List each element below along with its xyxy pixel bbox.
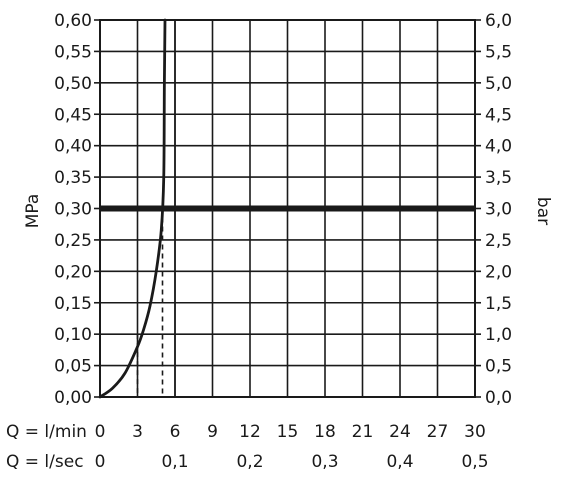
y-tick-label-right: 5,5	[485, 42, 512, 62]
y-tick-label-left: 0,25	[54, 231, 92, 251]
x-tick-label-lmin: 12	[239, 422, 261, 442]
y-tick-label-right: 4,0	[485, 137, 512, 157]
x-tick-label-lmin: 24	[389, 422, 411, 442]
x-tick-label-lmin: 15	[277, 422, 299, 442]
y-tick-label-left: 0,45	[54, 105, 92, 125]
y-axis-label-right: bar	[533, 197, 553, 225]
y-tick-label-left: 0,35	[54, 168, 92, 188]
y-tick-label-left: 0,50	[54, 74, 92, 94]
curve-group	[98, 18, 167, 399]
y-tick-label-left: 0,40	[54, 137, 92, 157]
x-tick-label-lsec: 0	[95, 452, 106, 472]
x-tick-label-lmin: 0	[95, 422, 106, 442]
y-tick-labels-left: 0,00 0,05 0,10 0,15 0,20 0,25 0,30 0,35 0,40 0,45…	[54, 11, 92, 408]
y-tick-label-right: 6,0	[485, 11, 512, 31]
y-tick-label-right: 1,5	[485, 294, 512, 314]
plot-border	[99, 19, 476, 398]
y-axis-label-left: MPa	[23, 194, 43, 229]
x-tick-label-lsec: 0,5	[461, 452, 488, 472]
y-tick-label-left: 0,10	[54, 325, 92, 345]
x-tick-label-lsec: 0,4	[386, 452, 413, 472]
y-tick-label-left: 0,55	[54, 42, 92, 62]
y-tick-label-right: 0,5	[485, 357, 512, 377]
x-tick-labels-lmin: 0 3 6 9 12 15 18 21 24 27 30	[95, 422, 486, 442]
pressure-curve	[98, 18, 167, 399]
y-tick-label-right: 1,0	[485, 325, 512, 345]
x-tick-labels-lsec: 0 0,1 0,2 0,3 0,4 0,5	[95, 452, 489, 472]
x-axis-label-lsec: Q = l/sec	[6, 452, 84, 472]
x-tick-label-lmin: 30	[464, 422, 486, 442]
x-tick-label-lsec: 0,2	[236, 452, 263, 472]
y-tick-label-left: 0,05	[54, 357, 92, 377]
x-tick-label-lmin: 21	[352, 422, 374, 442]
y-tick-label-right: 3,0	[485, 200, 512, 220]
y-tick-label-right: 0,0	[485, 388, 512, 408]
x-tick-label-lmin: 18	[314, 422, 336, 442]
x-axis-label-lmin: Q = l/min	[6, 422, 87, 442]
y-tick-label-right: 3,5	[485, 168, 512, 188]
x-tick-label-lmin: 3	[132, 422, 143, 442]
y-tick-label-left: 0,20	[54, 262, 92, 282]
y-tick-labels-right: 0,0 0,5 1,0 1,5 2,0 2,5 3,0 3,5 4,0 4,5 5,0 5,5 6,0	[485, 11, 512, 408]
y-tick-label-right: 5,0	[485, 74, 512, 94]
y-tick-label-left: 0,00	[54, 388, 92, 408]
y-tick-label-left: 0,60	[54, 11, 92, 31]
x-tick-label-lmin: 27	[427, 422, 449, 442]
y-tick-label-right: 4,5	[485, 105, 512, 125]
x-tick-label-lsec: 0,1	[161, 452, 188, 472]
y-tick-label-right: 2,5	[485, 231, 512, 251]
y-tick-label-left: 0,15	[54, 294, 92, 314]
x-tick-label-lsec: 0,3	[311, 452, 338, 472]
y-tick-label-left: 0,30	[54, 200, 92, 220]
plot-frame	[99, 19, 476, 398]
x-tick-label-lmin: 9	[207, 422, 218, 442]
x-tick-label-lmin: 6	[170, 422, 181, 442]
y-tick-label-right: 2,0	[485, 262, 512, 282]
